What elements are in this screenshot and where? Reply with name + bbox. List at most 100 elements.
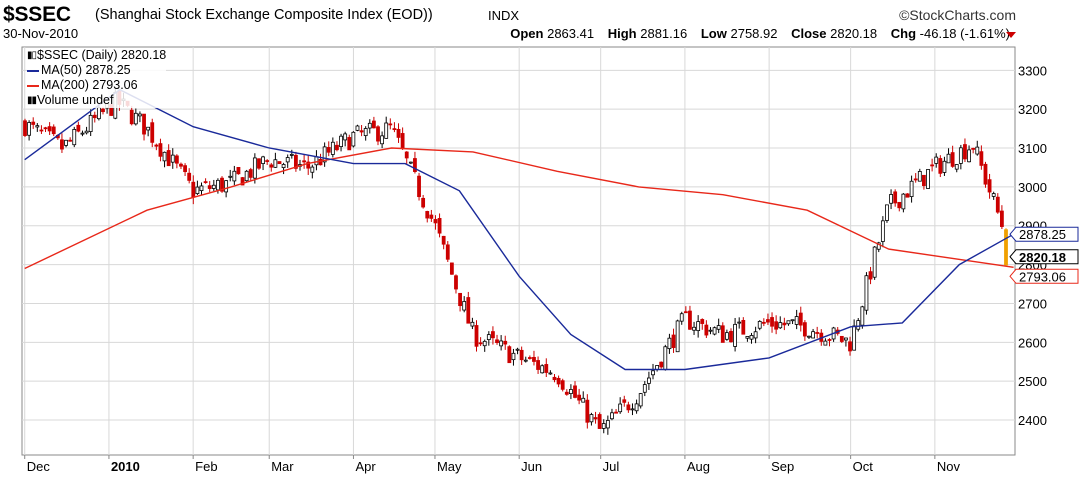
open-value: 2863.41 — [547, 26, 595, 41]
candle-body — [433, 219, 438, 224]
candle-body — [577, 394, 582, 401]
candle-body — [610, 412, 614, 420]
candle-body — [712, 327, 717, 335]
candle-body — [408, 161, 413, 164]
candle-body — [330, 141, 335, 155]
y-tick-label: 3200 — [1018, 102, 1047, 117]
candle-body — [601, 423, 606, 429]
candle-body — [187, 172, 192, 181]
candle-body — [761, 321, 766, 324]
close-value-box — [1009, 249, 1079, 265]
candle-body — [815, 332, 820, 334]
down-arrow-icon — [1006, 32, 1016, 38]
y-tick-label: 3100 — [1018, 141, 1047, 156]
candle-body — [585, 399, 590, 423]
candle-body — [659, 361, 664, 368]
candle-body — [778, 322, 783, 329]
candle-body — [954, 164, 959, 170]
candle-body — [367, 122, 372, 129]
candle-body — [885, 204, 889, 221]
candle-body — [548, 372, 553, 375]
ma200-value-label: 2793.06 — [1019, 269, 1066, 284]
candle-body — [96, 107, 101, 120]
candle-body — [708, 329, 713, 332]
candle-body — [823, 340, 828, 346]
candle-body — [995, 196, 1000, 213]
candle-body — [737, 321, 742, 324]
ma200-value-box — [1009, 268, 1079, 284]
candle-body — [133, 112, 138, 125]
chg-value: -46.18 (-1.61%) — [919, 26, 1010, 41]
candle-body — [269, 164, 274, 168]
candle-body — [84, 130, 89, 134]
candle-body — [211, 184, 216, 189]
candle-body — [462, 301, 467, 311]
candle-body — [638, 393, 643, 407]
plot-frame — [21, 46, 1016, 456]
candle-body — [458, 292, 462, 307]
close-label: Close — [791, 26, 827, 41]
y-tick-label: 3300 — [1018, 63, 1047, 78]
candle-body — [162, 151, 167, 162]
candle-body — [142, 113, 146, 135]
legend-ma200-label: MA(200) 2793.06 — [41, 78, 138, 92]
candle-body — [946, 153, 951, 164]
candle-body — [802, 322, 807, 337]
candle-body — [556, 377, 561, 385]
candle-body — [745, 336, 750, 339]
candlestick-series — [23, 87, 1008, 435]
candle-body — [174, 155, 179, 164]
high-label: High — [607, 26, 637, 41]
candle-body — [782, 322, 787, 326]
candle-body — [281, 164, 286, 169]
candle-body — [277, 161, 282, 165]
grid-lines — [22, 47, 1015, 455]
legend-ma50-label: MA(50) 2878.25 — [41, 63, 131, 77]
candle-body — [811, 331, 815, 339]
candle-body — [770, 317, 774, 327]
candle-body — [499, 340, 504, 347]
x-tick-label: May — [437, 459, 462, 474]
candle-body — [642, 384, 647, 393]
candle-body — [355, 125, 360, 131]
candle-body — [692, 326, 696, 331]
candle-body — [158, 143, 163, 157]
candle-body — [564, 391, 569, 395]
candle-body — [429, 214, 434, 219]
candle-body — [413, 158, 417, 172]
candle-body — [72, 129, 77, 146]
x-tick-label: Aug — [687, 459, 710, 474]
candle-body — [827, 339, 832, 341]
candle-body — [589, 414, 594, 423]
candle-body — [203, 181, 208, 184]
candle-body — [376, 126, 380, 142]
ma50-line — [24, 88, 1014, 371]
y-tick-label: 2600 — [1018, 335, 1047, 350]
candle-body — [560, 380, 565, 390]
x-tick-label: Feb — [195, 459, 217, 474]
y-tick-label: 2700 — [1018, 296, 1047, 311]
candle-body — [663, 346, 668, 371]
candle-body — [470, 321, 475, 327]
candle-body — [774, 321, 779, 330]
candle-body — [696, 321, 701, 332]
candle-body — [622, 399, 627, 403]
brand-logo[interactable]: ©StockCharts.com — [899, 7, 1016, 23]
candle-body — [248, 169, 253, 178]
candle-body — [195, 186, 200, 194]
volume-bars-icon: ▮▮ — [27, 95, 37, 106]
candle-body — [527, 357, 532, 359]
candle-body — [675, 320, 680, 353]
candle-body — [289, 154, 294, 156]
candle-body — [597, 414, 602, 429]
ma50-swatch — [27, 69, 39, 72]
candle-body — [552, 376, 557, 381]
candle-body — [417, 175, 421, 198]
candle-body — [716, 325, 721, 330]
candle-body — [671, 334, 676, 348]
candle-body — [930, 164, 935, 167]
ma50-value-box — [1009, 226, 1079, 242]
legend-volume: ▮▮ Volume undef — [27, 93, 166, 108]
candle-body — [380, 135, 385, 145]
candle-body — [880, 220, 885, 242]
